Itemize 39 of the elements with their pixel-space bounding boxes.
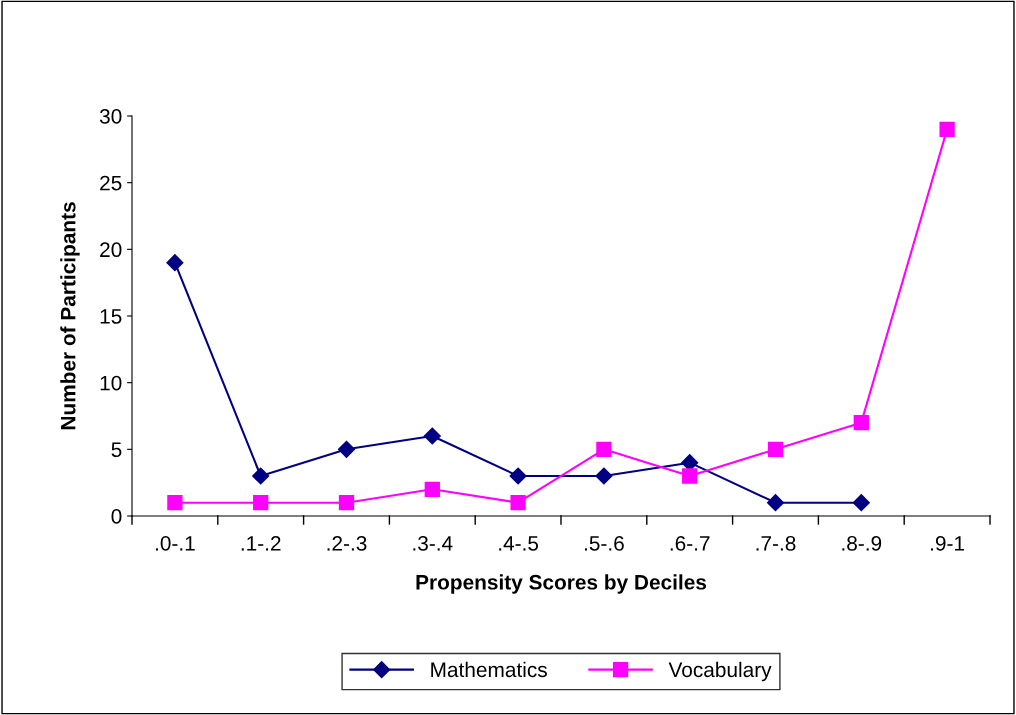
x-tick-label: .3-.4 xyxy=(413,535,453,551)
point xyxy=(252,467,270,485)
point xyxy=(939,121,955,137)
y-tick-label: 15 xyxy=(100,309,122,324)
point xyxy=(767,441,784,457)
point xyxy=(509,467,527,485)
point xyxy=(766,494,785,512)
x-tick-label: .6-.7 xyxy=(670,535,710,551)
point xyxy=(166,254,184,272)
point xyxy=(423,427,441,445)
point xyxy=(253,495,269,511)
legend-label: Vocabulary xyxy=(668,661,772,682)
y-tick-label: 5 xyxy=(111,442,122,458)
legend-label: Mathematics xyxy=(431,661,547,678)
point xyxy=(167,495,183,511)
point xyxy=(682,468,698,484)
x-tick-label: .8-.9 xyxy=(842,535,882,551)
point xyxy=(424,481,440,497)
x-tick-label: .5-.6 xyxy=(584,535,624,551)
point xyxy=(337,440,356,458)
y-tick-label: 20 xyxy=(100,242,122,258)
x-tick-label: .4-.5 xyxy=(499,536,539,551)
y-tick-label: 10 xyxy=(100,375,122,391)
y-tick-label: 30 xyxy=(99,109,122,124)
point xyxy=(510,495,526,511)
x-tick-label: .9-1 xyxy=(931,535,965,551)
x-tick-label: .0-.1 xyxy=(155,535,195,551)
point xyxy=(338,495,355,511)
point xyxy=(595,467,613,485)
x-tick-label: .1-.2 xyxy=(241,535,281,551)
point xyxy=(853,415,869,431)
y-axis-title: Number of Participants xyxy=(60,202,80,430)
point xyxy=(596,441,612,457)
y-tick-label: 0 xyxy=(111,509,122,524)
x-tick-label: .7-.8 xyxy=(756,535,796,551)
y-tick-label: 25 xyxy=(100,175,122,191)
x-axis-title: Propensity Scores by Deciles xyxy=(416,574,707,594)
x-tick-label: .2-.3 xyxy=(327,535,367,551)
point xyxy=(852,494,870,512)
